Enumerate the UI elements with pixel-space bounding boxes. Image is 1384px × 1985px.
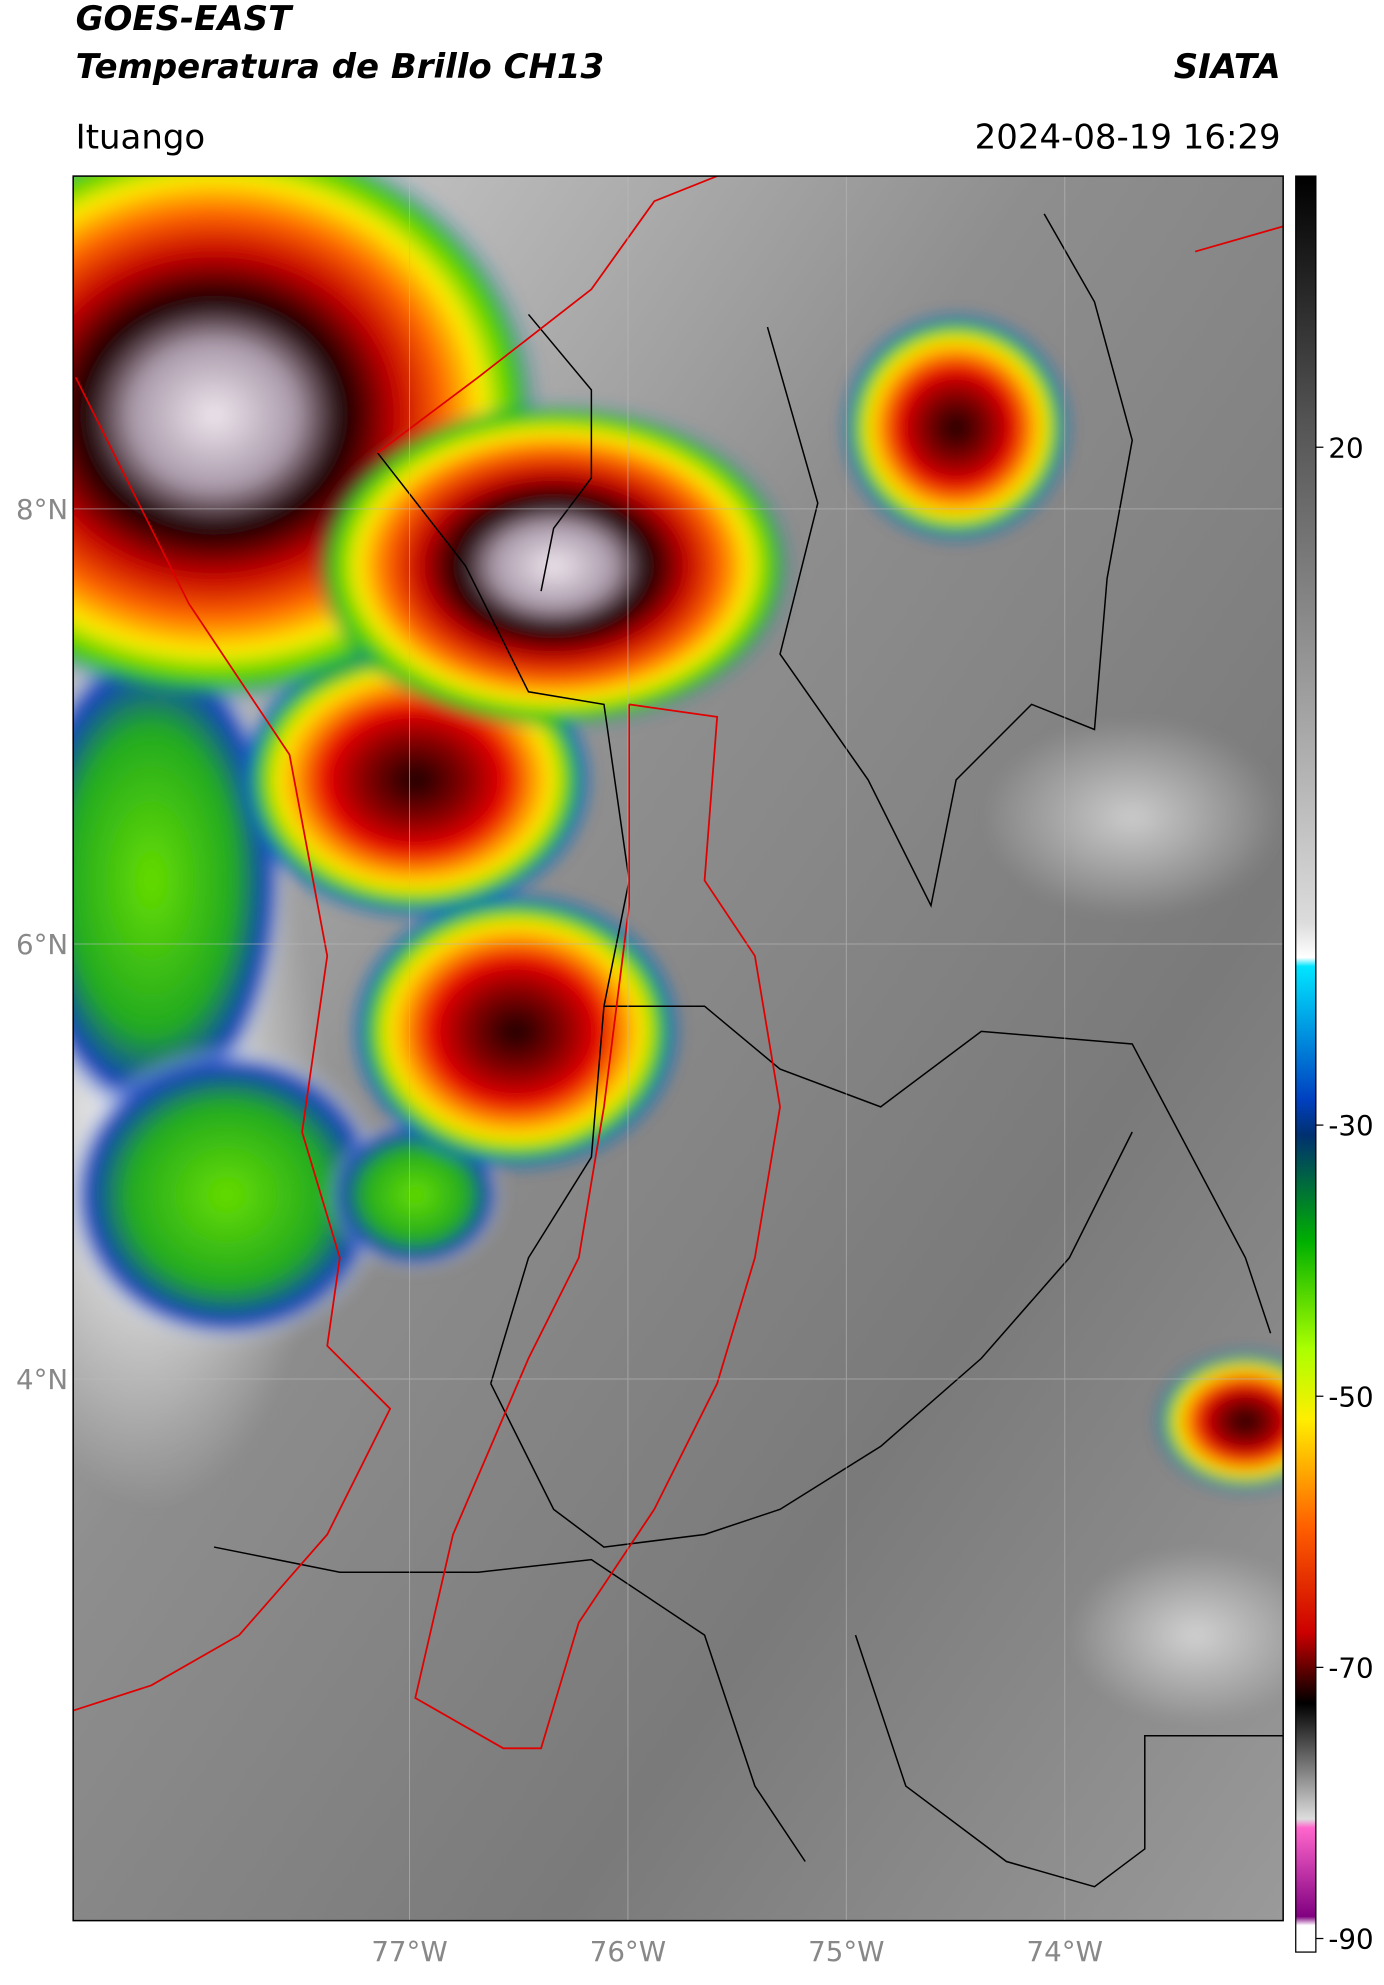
- colorbar: [1295, 175, 1317, 1953]
- datetime: 2024-08-19 16:29: [975, 117, 1281, 157]
- colorbar-tick-label: -70: [1328, 1651, 1373, 1684]
- satellite-image: [73, 176, 1284, 1921]
- y-tick-label: 8°N: [16, 493, 68, 526]
- location: Ituango: [76, 117, 206, 157]
- colorbar-tick-label: -90: [1328, 1923, 1373, 1956]
- subtitle: Temperatura de Brillo CH13: [76, 47, 604, 87]
- x-tick-label: 76°W: [590, 1935, 666, 1968]
- map-frame: [72, 175, 1284, 1922]
- source: SIATA: [1174, 47, 1281, 87]
- colorbar-tick-label: -50: [1328, 1380, 1373, 1413]
- title: GOES-EAST: [76, 0, 294, 39]
- y-tick-label: 4°N: [16, 1363, 68, 1396]
- x-tick-label: 77°W: [371, 1935, 447, 1968]
- x-tick-label: 74°W: [1027, 1935, 1103, 1968]
- colorbar-tick-label: 20: [1328, 431, 1363, 464]
- colorbar-tick-label: -30: [1328, 1109, 1373, 1142]
- x-tick-label: 75°W: [808, 1935, 884, 1968]
- y-tick-label: 6°N: [16, 928, 68, 961]
